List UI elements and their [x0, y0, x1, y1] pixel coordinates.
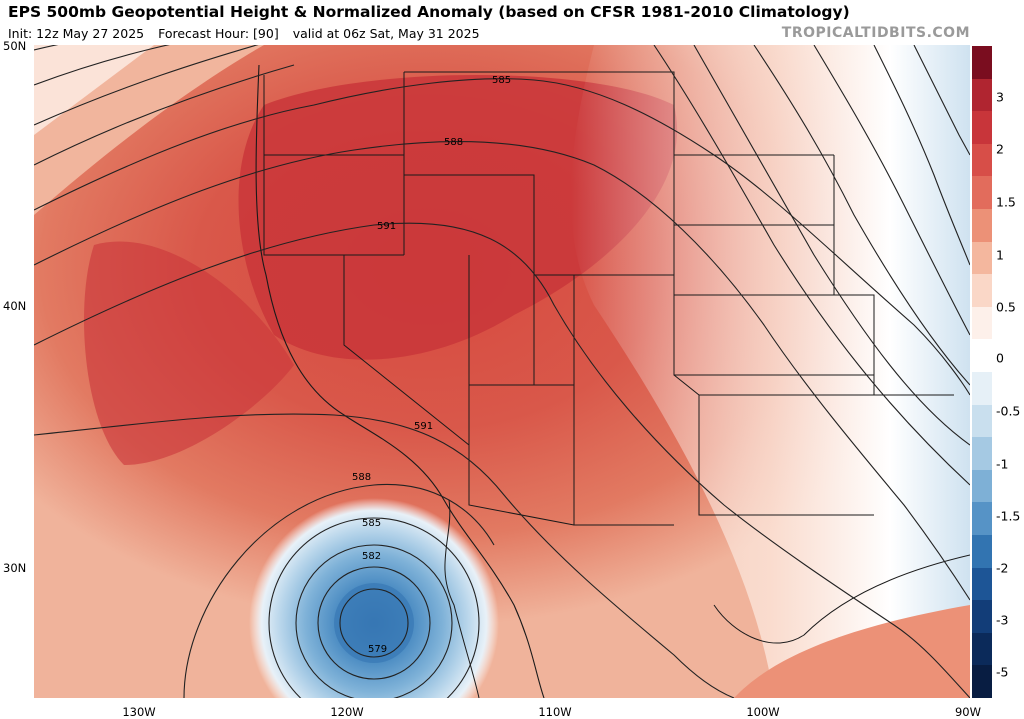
gulf-coastline [713, 554, 970, 644]
contour-582-east [653, 45, 970, 486]
colorbar-segment [972, 306, 992, 340]
colorbar-segment [972, 176, 992, 210]
contour-582-ring [295, 544, 453, 698]
contour-579-ring [317, 566, 431, 680]
colorbar-label: 2 [996, 141, 1004, 157]
chart-title: EPS 500mb Geopotential Height & Normaliz… [8, 3, 850, 21]
height-contours [34, 45, 970, 698]
colorbar-segment [972, 404, 992, 438]
colorbar-label: 0 [996, 350, 1004, 366]
anomaly-map: 585 588 591 591 588 585 582 579 [34, 45, 970, 698]
colorbar-label: 0.5 [996, 299, 1016, 315]
contour-588 [34, 141, 970, 601]
contour-label: 591 [377, 221, 396, 232]
lon-label: 120W [330, 705, 364, 719]
contour-576-ring [339, 588, 409, 658]
contour-585 [34, 78, 970, 396]
contour-label: 588 [352, 472, 371, 483]
lon-label: 130W [122, 705, 156, 719]
colorbar-label: 1.5 [996, 194, 1016, 210]
lon-label: 90W [954, 705, 982, 719]
colorbar-label: 3 [996, 89, 1004, 105]
colorbar-label: -2 [996, 560, 1009, 576]
lon-label: 100W [746, 705, 780, 719]
anomaly-east-fade [570, 45, 970, 698]
colorbar-label: 1 [996, 247, 1004, 263]
map-panel: 585 588 591 591 588 585 582 579 [34, 45, 970, 698]
contour-label: 579 [368, 644, 387, 655]
colorbar-segment [972, 209, 992, 243]
colorbar-segment [972, 46, 992, 80]
colorbar-label: -0.5 [996, 403, 1021, 419]
chart-subtitle: Init: 12z May 27 2025 Forecast Hour: [90… [8, 26, 490, 41]
colorbar-segment [972, 469, 992, 503]
baja-coastline [444, 499, 480, 698]
forecast-hour: Forecast Hour: [90] [158, 26, 279, 41]
colorbar-segment [972, 372, 992, 406]
contour-labels: 585 588 591 591 588 585 582 579 [352, 75, 511, 655]
colorbar-segment [972, 339, 992, 373]
colorbar-segment [972, 600, 992, 634]
contour-label: 582 [362, 551, 381, 562]
contour-label: 585 [492, 75, 511, 86]
lat-label: 30N [3, 561, 27, 575]
anomaly-low-center [334, 583, 414, 663]
contour-label: 591 [414, 421, 433, 432]
init-time: Init: 12z May 27 2025 [8, 26, 145, 41]
colorbar-segment [972, 437, 992, 471]
pacific-coastline [255, 64, 545, 698]
colorbar-segment [972, 78, 992, 112]
brand-watermark: TROPICALTIDBITS.COM [781, 25, 970, 41]
contour-585-ring [268, 517, 480, 698]
colorbar-segment [972, 567, 992, 601]
anomaly-gulf [734, 605, 970, 698]
lat-label: 50N [3, 39, 27, 53]
colorbar-segment [972, 502, 992, 536]
colorbar-segment [972, 274, 992, 308]
valid-time: valid at 06z Sat, May 31 2025 [292, 26, 480, 41]
colorbar-label: -1.5 [996, 508, 1021, 524]
contour-label: 585 [362, 518, 381, 529]
lat-label: 40N [3, 299, 27, 313]
colorbar-label: -5 [996, 664, 1009, 680]
colorbar-segment [972, 665, 992, 699]
anomaly-core [238, 75, 678, 360]
contour-588-south [183, 483, 495, 698]
colorbar-segment [972, 535, 992, 569]
contour-label: 588 [444, 137, 463, 148]
colorbar-segment [972, 111, 992, 145]
colorbar-label: -3 [996, 612, 1009, 628]
lon-label: 110W [538, 705, 572, 719]
contour-591-south [34, 413, 735, 698]
contour-591 [34, 222, 970, 698]
colorbar [972, 46, 992, 699]
colorbar-segment [972, 632, 992, 666]
colorbar-segment [972, 241, 992, 275]
colorbar-label: -1 [996, 456, 1009, 472]
colorbar-segment [972, 143, 992, 177]
